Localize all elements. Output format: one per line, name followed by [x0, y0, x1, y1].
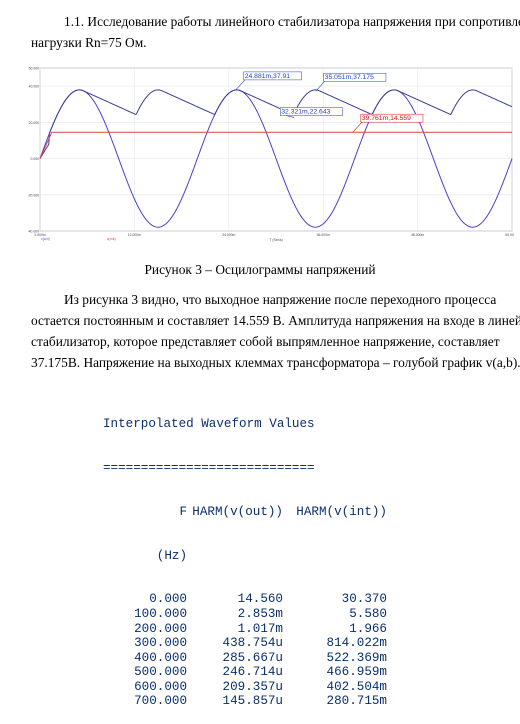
table-cell: 700.000: [134, 694, 187, 709]
annotation-box: [280, 107, 343, 116]
x-tick-label: 60.000m: [505, 233, 514, 237]
paragraph-line-3: стабилизатор, которое представляет собой…: [31, 334, 500, 349]
table-row: 600.000 209.357u 402.504m: [103, 680, 387, 695]
annotation-leader: [352, 120, 364, 133]
section-heading-line-2: нагрузки Rn=75 Ом.: [31, 35, 147, 50]
y-tick-label: 0.000: [31, 157, 40, 161]
table-cell: 600.000: [134, 679, 187, 694]
table-cell: 285.667u: [222, 650, 283, 665]
table-row: 0.000 14.560 30.370: [103, 592, 387, 607]
header-f: F: [179, 504, 187, 519]
table-cell: 145.857u: [222, 694, 283, 709]
annotation-label: 24.881m,37.91: [245, 73, 291, 80]
table-body: 0.000 14.560 30.370 100.000 2.853m 5.580 200.0…: [103, 592, 387, 709]
table-cell: 466.959m: [326, 665, 387, 680]
unit-hz: (Hz): [156, 548, 187, 563]
x-tick-label: 12.000m: [128, 233, 141, 237]
table-cell: 5.580: [349, 606, 387, 621]
table-cell: 522.369m: [326, 650, 387, 665]
y-tick-label: -40.000: [28, 230, 39, 234]
paragraph-line-2: остается постоянным и составляет 14.559 …: [31, 313, 520, 328]
table-cell: 402.504m: [326, 679, 387, 694]
legend-vout: v(out): [107, 237, 116, 241]
annotation-leader: [235, 78, 246, 91]
table-cell: 500.000: [134, 665, 187, 680]
x-tick-label: 36.000m: [317, 233, 330, 237]
table-row: 200.000 1.017m 1.966: [103, 622, 387, 637]
series-vint-line: [39, 89, 513, 159]
table-rule: ============================: [103, 460, 315, 475]
header-harm-vint: HARM(v(int)): [296, 504, 387, 519]
series-vab-line: [39, 89, 513, 228]
table-title: Interpolated Waveform Values: [103, 417, 315, 432]
table-cell: 246.714u: [222, 665, 283, 680]
paragraph-line-1: Из рисунка 3 видно, что выходное напряже…: [64, 292, 497, 307]
table-cell: 14.560: [237, 592, 283, 607]
table-row: 700.000 145.857u 280.715m: [103, 694, 387, 709]
header-harm-vout: HARM(v(out)): [192, 504, 283, 519]
harmonics-table: Interpolated Waveform Values ===========…: [103, 388, 387, 724]
table-row: 300.000 438.754u 814.022m: [103, 636, 387, 651]
table-cell: 400.000: [134, 650, 187, 665]
y-tick-label: -20.000: [28, 193, 39, 197]
plot-area: [39, 67, 513, 232]
x-tick-label: 24.000m: [222, 233, 235, 237]
table-cell: 100.000: [134, 606, 187, 621]
table-cell: 200.000: [134, 621, 187, 636]
table-cell: 438.754u: [222, 636, 283, 651]
table-row: 500.000 246.714u 466.959m: [103, 665, 387, 680]
table-header-row: F HARM(v(out)) HARM(v(int)): [103, 505, 387, 520]
annotation-leader: [315, 80, 326, 92]
table-row: 400.000 285.667u 522.369m: [103, 651, 387, 666]
table-row: 100.000 2.853m 5.580: [103, 607, 387, 622]
table-cell: 2.853m: [237, 606, 283, 621]
oscilloscope-chart: 50.000 40.000 20.000 0.000 -20.000 -40.000 0.0…: [28, 63, 514, 243]
y-tick-label: 50.000: [29, 67, 39, 71]
table-cell: 0.000: [149, 592, 187, 607]
annotation-box: [360, 113, 424, 123]
x-axis-label: T (Secs): [269, 238, 283, 242]
table-cell: 209.357u: [222, 679, 283, 694]
paragraph-line-4: 37.175В. Напряжение на выходных клеммах …: [31, 355, 520, 370]
table-cell: 30.370: [341, 592, 387, 607]
annotation-label: 39.761m,14.559: [362, 115, 411, 122]
annotation-box: [323, 72, 387, 82]
y-tick-label: 40.000: [29, 85, 39, 89]
series-vout-line: [39, 131, 512, 159]
x-tick-label: 48.000m: [411, 233, 424, 237]
annotation-label: 35.051m,37.175: [325, 74, 374, 81]
legend-vab: v(a,b): [41, 237, 50, 241]
table-cell: 1.966: [349, 621, 387, 636]
table-cell: 280.715m: [326, 694, 387, 709]
table-unit-row: (Hz): [103, 549, 387, 564]
figure-caption: Рисунок 3 – Осцилограммы напряжений: [144, 262, 376, 277]
annotation-box: [243, 71, 302, 81]
table-cell: 814.022m: [326, 636, 387, 651]
y-tick-label: 20.000: [29, 121, 39, 125]
annotation-label: 32.321m,22.643: [281, 109, 330, 116]
section-heading-line-1: 1.1. Исследование работы линейного стаби…: [64, 14, 520, 29]
x-tick-label: 0.000m: [34, 233, 45, 237]
table-cell: 1.017m: [237, 621, 283, 636]
table-cell: 300.000: [134, 636, 187, 651]
